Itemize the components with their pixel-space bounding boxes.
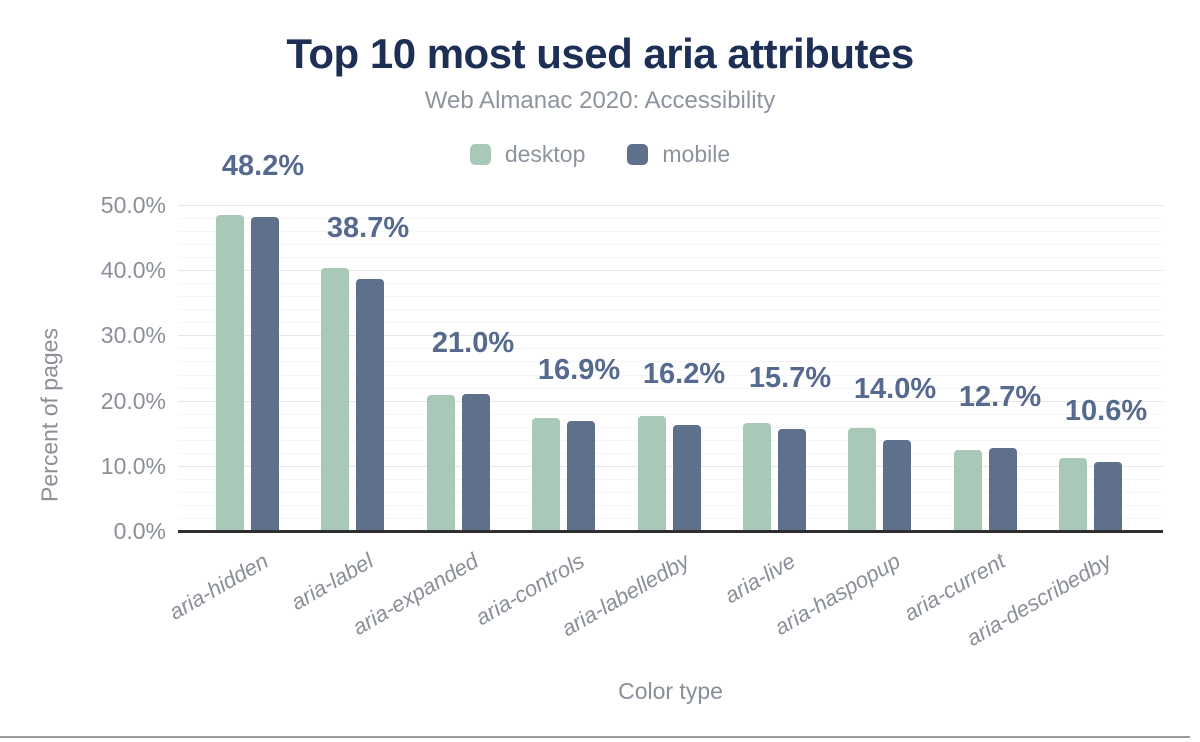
x-axis-line — [178, 530, 1163, 533]
legend-item-mobile: mobile — [627, 141, 730, 168]
major-gridline — [178, 335, 1163, 336]
bar-mobile-aria-current — [989, 448, 1017, 531]
bar-value-label: 14.0% — [853, 373, 937, 405]
bar-desktop-aria-describedby — [1059, 458, 1087, 531]
minor-gridline — [178, 518, 1163, 519]
minor-gridline — [178, 427, 1163, 428]
bar-mobile-aria-live — [778, 429, 806, 531]
minor-gridline — [178, 244, 1163, 245]
major-gridline — [178, 401, 1163, 402]
y-tick-label: 30.0% — [100, 322, 166, 348]
bar-value-label: 12.7% — [958, 381, 1042, 413]
minor-gridline — [178, 388, 1163, 389]
bar-value-label: 21.0% — [431, 327, 515, 359]
mobile-swatch-icon — [627, 144, 649, 165]
bar-mobile-aria-hidden — [251, 217, 279, 531]
minor-gridline — [178, 296, 1163, 297]
bar-mobile-aria-label — [356, 279, 384, 531]
chart-subtitle: Web Almanac 2020: Accessibility — [424, 87, 776, 114]
minor-gridline — [178, 492, 1163, 493]
y-tick-label: 20.0% — [100, 388, 166, 414]
minor-gridline — [178, 231, 1163, 232]
major-gridline — [178, 466, 1163, 467]
bar-mobile-aria-haspopup — [883, 440, 911, 531]
minor-gridline — [178, 348, 1163, 349]
bar-desktop-aria-haspopup — [848, 428, 876, 531]
bar-mobile-aria-labelledby — [673, 425, 701, 531]
bar-value-label: 15.7% — [748, 362, 832, 394]
chart-title: Top 10 most used aria attributes — [286, 30, 914, 77]
minor-gridline — [178, 414, 1163, 415]
minor-gridline — [178, 375, 1163, 376]
y-tick-label: 40.0% — [100, 257, 166, 283]
minor-gridline — [178, 361, 1163, 362]
bar-mobile-aria-controls — [567, 421, 595, 531]
bar-desktop-aria-controls — [532, 418, 560, 531]
major-gridline — [178, 205, 1163, 206]
bar-desktop-aria-label — [321, 268, 349, 531]
minor-gridline — [178, 257, 1163, 258]
legend-label-desktop: desktop — [504, 141, 586, 167]
minor-gridline — [178, 322, 1163, 323]
y-tick-label: 50.0% — [100, 192, 166, 218]
minor-gridline — [178, 479, 1163, 480]
bar-desktop-aria-current — [954, 450, 982, 531]
y-tick-label: 0.0% — [113, 518, 166, 544]
bar-value-label: 16.9% — [537, 354, 621, 386]
bar-value-label: 10.6% — [1064, 395, 1148, 427]
bar-mobile-aria-expanded — [462, 394, 490, 531]
y-tick-label: 10.0% — [100, 453, 166, 479]
minor-gridline — [178, 218, 1163, 219]
minor-gridline — [178, 505, 1163, 506]
bar-desktop-aria-labelledby — [638, 416, 666, 531]
page-bottom-divider — [0, 736, 1190, 738]
x-axis-title: Color type — [618, 678, 723, 704]
bar-desktop-aria-expanded — [427, 395, 455, 531]
minor-gridline — [178, 453, 1163, 454]
bar-desktop-aria-hidden — [216, 215, 244, 531]
y-axis-title: Percent of pages — [36, 328, 63, 502]
minor-gridline — [178, 440, 1163, 441]
bar-mobile-aria-describedby — [1094, 462, 1122, 531]
desktop-swatch-icon — [469, 144, 491, 165]
legend-item-desktop: desktop — [469, 141, 586, 168]
minor-gridline — [178, 283, 1163, 284]
major-gridline — [178, 270, 1163, 271]
bar-desktop-aria-live — [743, 423, 771, 531]
bar-value-label: 48.2% — [221, 150, 305, 182]
minor-gridline — [178, 309, 1163, 310]
legend: desktop mobile — [0, 141, 1200, 168]
bar-value-label: 16.2% — [642, 358, 726, 390]
legend-label-mobile: mobile — [662, 141, 731, 167]
bar-value-label: 38.7% — [326, 212, 410, 244]
x-tick-label-aria-describedby: aria-describedby — [962, 548, 1116, 651]
